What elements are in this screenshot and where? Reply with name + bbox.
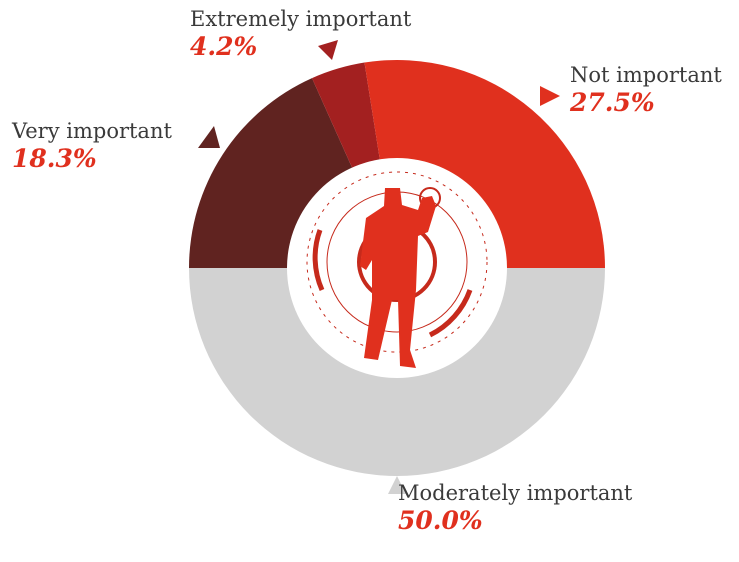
category-label: Not important (570, 63, 722, 87)
pointers (198, 40, 560, 494)
pointer (198, 126, 220, 148)
pointer (318, 40, 338, 60)
category-label: Moderately important (398, 481, 633, 505)
category-label: Very important (11, 119, 172, 143)
category-label: Extremely important (190, 7, 412, 31)
pointer (540, 86, 560, 106)
value-label: 27.5% (569, 88, 655, 117)
value-label: 4.2% (190, 32, 257, 61)
center-illustration (306, 171, 488, 368)
value-label: 18.3% (12, 144, 97, 173)
pointer (388, 476, 406, 494)
value-label: 50.0% (398, 506, 483, 535)
